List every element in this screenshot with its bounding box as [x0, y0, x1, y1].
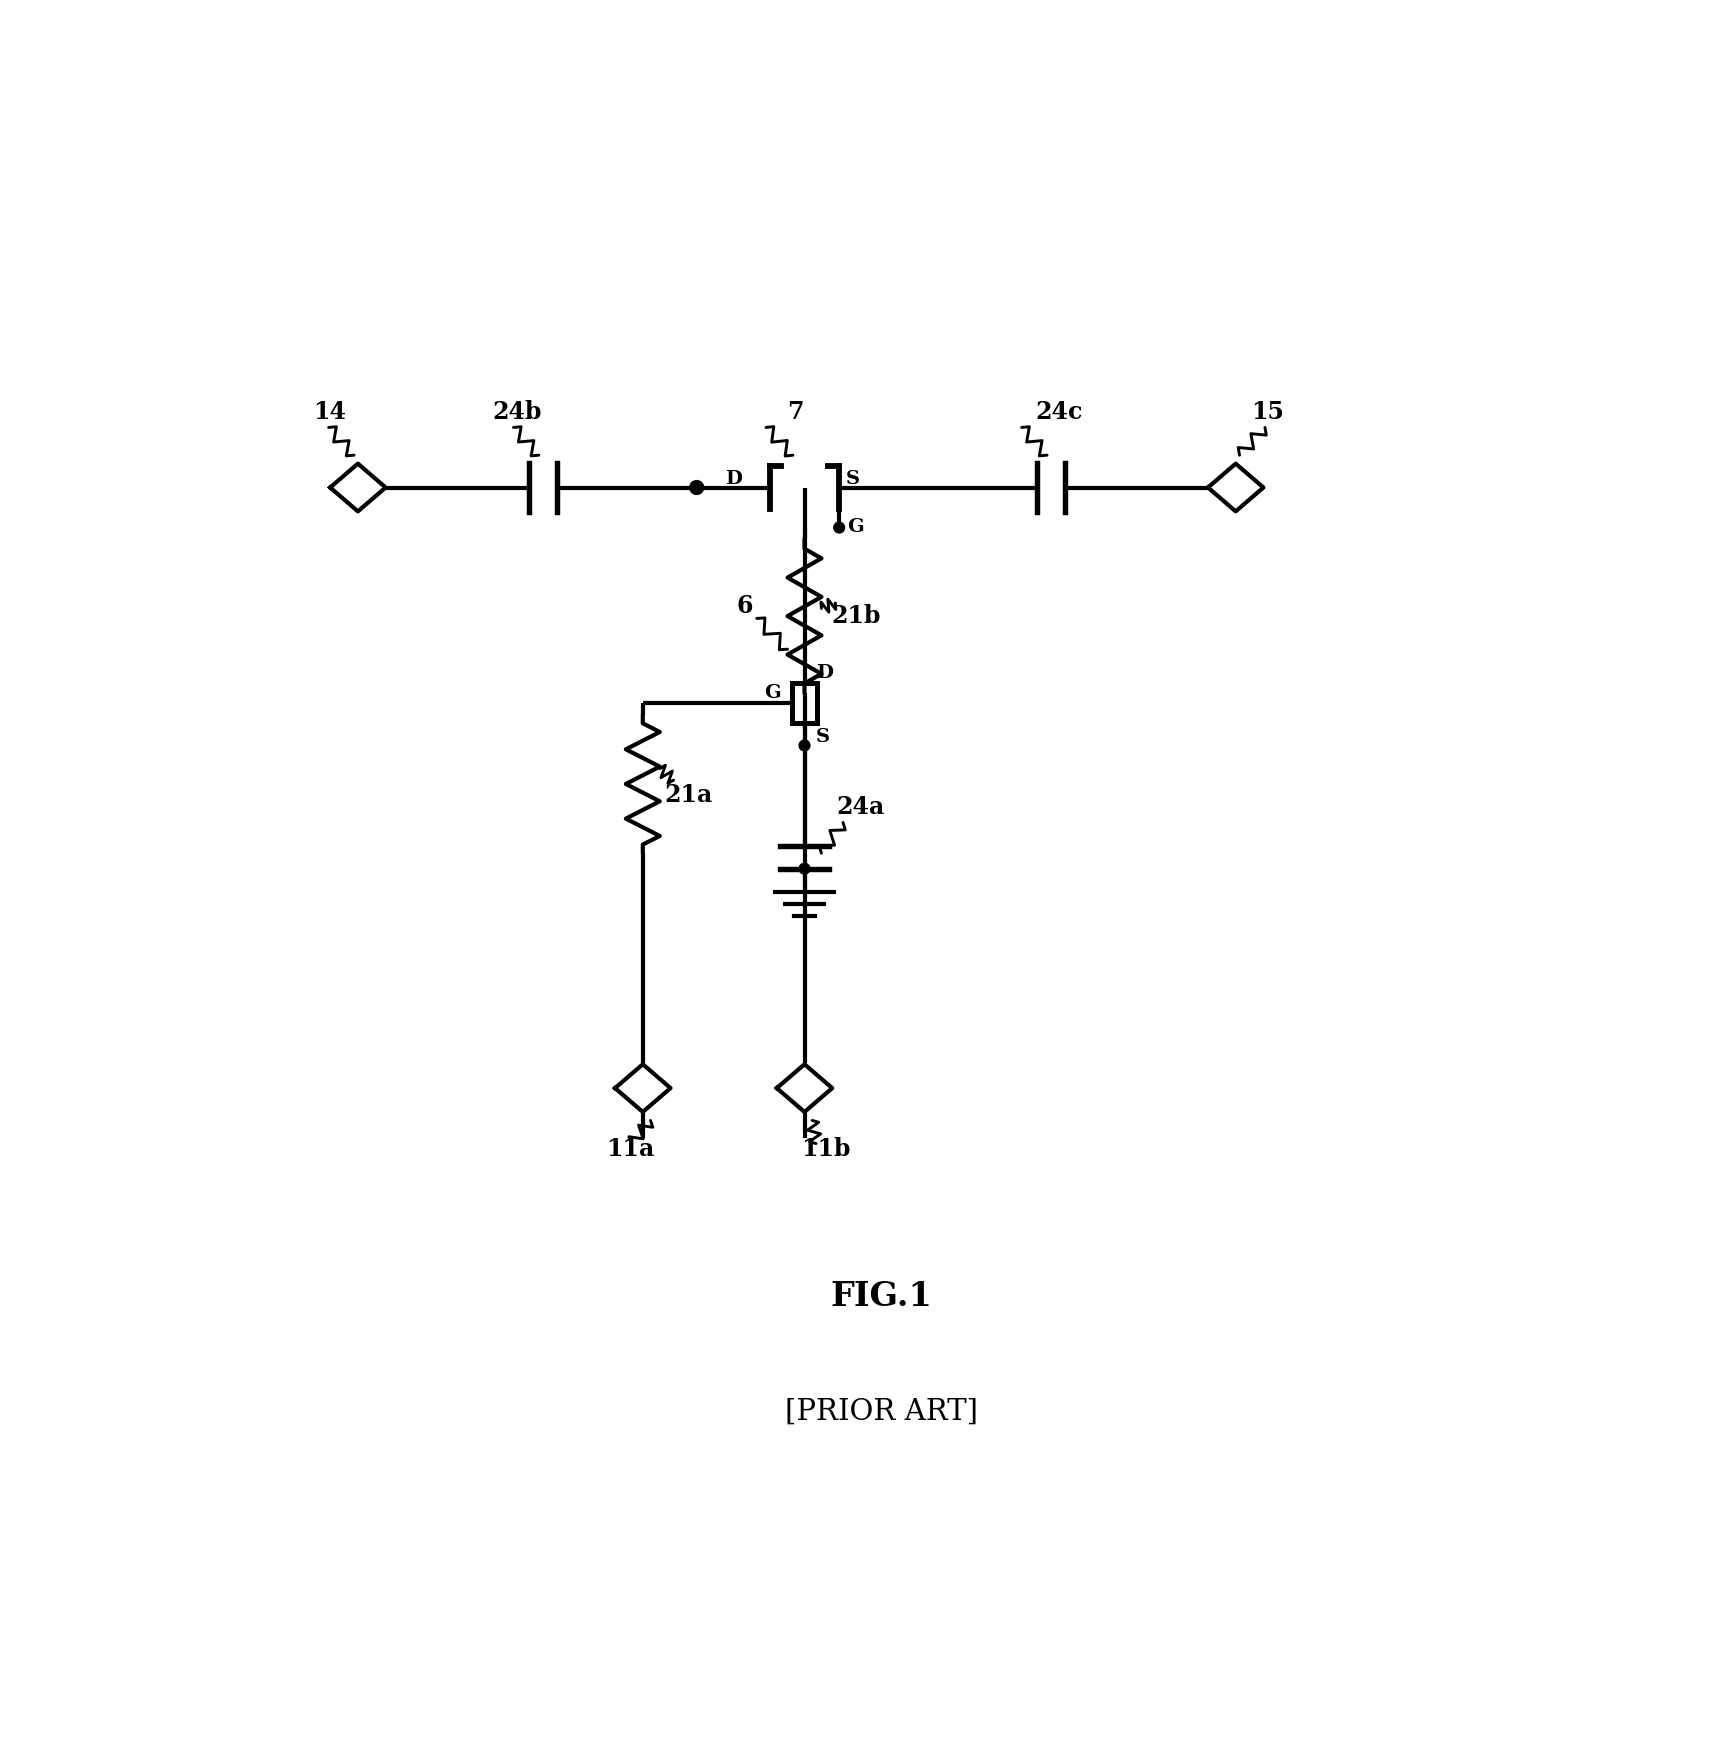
Text: 24a: 24a [838, 795, 886, 818]
Text: S: S [845, 470, 860, 487]
Text: 24c: 24c [1035, 401, 1084, 424]
Circle shape [834, 522, 845, 533]
Text: 21a: 21a [664, 783, 712, 807]
Text: G: G [846, 519, 863, 536]
Circle shape [690, 480, 703, 494]
Text: 21b: 21b [831, 603, 881, 628]
Text: 6: 6 [736, 595, 753, 619]
Text: D: D [815, 663, 832, 682]
Text: 14: 14 [313, 401, 346, 424]
Text: S: S [815, 728, 831, 746]
Circle shape [800, 741, 810, 751]
Text: 24b: 24b [492, 401, 542, 424]
Text: 15: 15 [1250, 401, 1283, 424]
Text: 11b: 11b [800, 1138, 850, 1161]
Circle shape [800, 864, 810, 874]
Text: [PRIOR ART]: [PRIOR ART] [784, 1397, 979, 1425]
Text: 7: 7 [786, 401, 803, 424]
Text: FIG.1: FIG.1 [831, 1279, 932, 1312]
Text: 11a: 11a [605, 1138, 654, 1161]
Text: D: D [726, 470, 741, 487]
Text: G: G [764, 684, 781, 702]
